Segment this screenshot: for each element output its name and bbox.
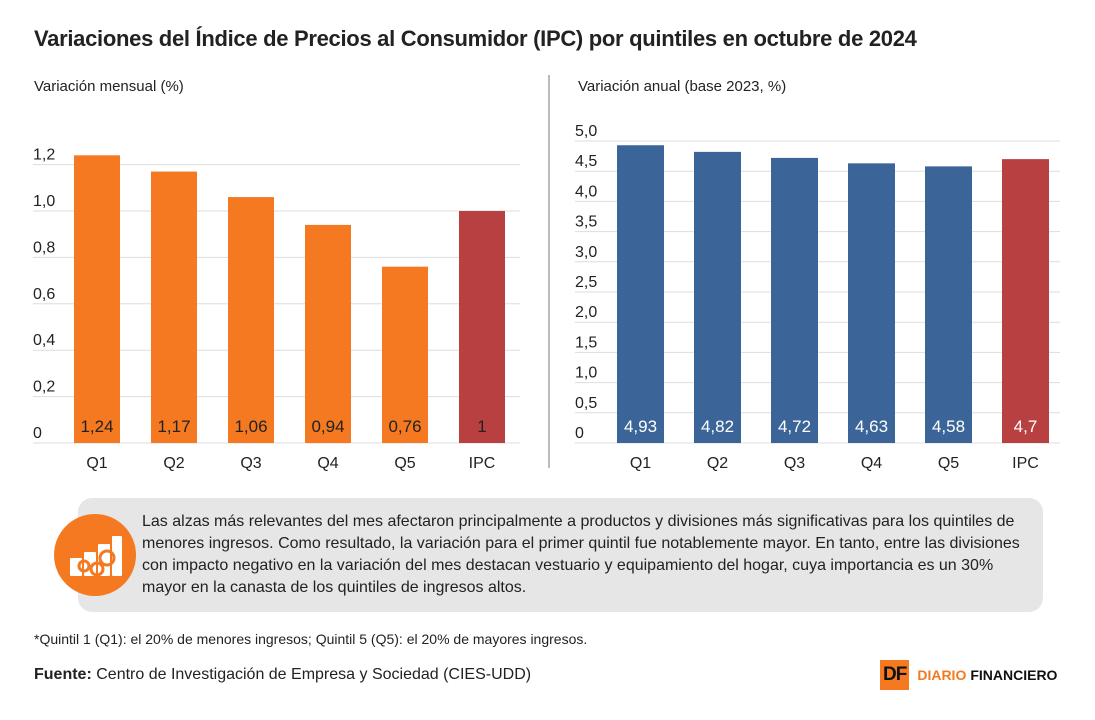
y-tick-label: 0,8	[33, 239, 55, 256]
x-tick-label: Q4	[861, 455, 882, 472]
data-label: 1,06	[234, 417, 267, 436]
y-tick-label: 2,5	[575, 274, 597, 291]
x-tick-label: IPC	[1012, 455, 1039, 472]
left-chart-subtitle: Variación mensual (%)	[34, 78, 184, 95]
y-tick-label: 0	[33, 425, 42, 442]
right-chart-subtitle: Variación anual (base 2023, %)	[578, 78, 787, 95]
charts-svg: 0 0,2 0,4 0,6 0,8 1,0 1,2 1,24 Q1 1,17 Q2 1,06 Q3 0,9…	[33, 75, 1060, 472]
y-tick-label: 5,0	[575, 123, 597, 140]
annual-chart: 0 0,5 1,0 1,5 2,0 2,5 3,0 3,5 4,0 4,5 5,0 4,93 Q1 4,8…	[575, 123, 1060, 472]
logo: DF DIARIO FINANCIERO	[880, 660, 1057, 690]
x-tick-label: Q5	[394, 455, 415, 472]
monthly-chart: 0 0,2 0,4 0,6 0,8 1,0 1,2 1,24 Q1 1,17 Q2 1,06 Q3 0,9…	[33, 147, 520, 472]
data-label: 4,72	[778, 417, 811, 436]
x-tick-label: Q1	[630, 455, 651, 472]
bar	[305, 224, 351, 443]
chart-title: Variaciones del Índice de Precios al Con…	[34, 26, 917, 51]
bar	[459, 211, 505, 443]
y-tick-label: 1,0	[33, 193, 55, 210]
logo-mark: DF	[880, 660, 910, 690]
y-tick-label: 4,0	[575, 183, 597, 200]
bar	[848, 163, 895, 443]
y-tick-label: 0,6	[33, 286, 55, 303]
note-text: Las alzas más relevantes del mes afectar…	[142, 513, 1020, 596]
data-label: 0,94	[311, 417, 344, 436]
data-label: 4,7	[1014, 417, 1038, 436]
bar-gears-icon	[54, 514, 136, 596]
bar	[925, 166, 972, 444]
x-tick-label: IPC	[469, 455, 496, 472]
y-tick-label: 1,5	[575, 334, 597, 351]
x-tick-label: Q4	[317, 455, 338, 472]
logo-name-1: DIARIO	[917, 667, 967, 683]
data-label: 1,24	[80, 417, 113, 436]
y-tick-label: 0,2	[33, 379, 55, 396]
data-label: 4,93	[624, 417, 657, 436]
data-label: 4,58	[932, 417, 965, 436]
y-tick-label: 4,5	[575, 153, 597, 170]
data-label: 4,82	[701, 417, 734, 436]
bar	[694, 151, 741, 443]
bar	[228, 197, 274, 443]
bar	[617, 145, 664, 443]
y-tick-label: 1,2	[33, 147, 55, 164]
bar	[74, 155, 120, 443]
x-tick-label: Q3	[784, 455, 805, 472]
y-tick-label: 3,5	[575, 214, 597, 231]
y-tick-label: 2,0	[575, 304, 597, 321]
y-tick-label: 0,4	[33, 332, 55, 349]
y-tick-label: 1,0	[575, 365, 597, 382]
note-box	[78, 498, 1043, 612]
source-label: Fuente:	[34, 666, 92, 683]
bar	[382, 266, 428, 443]
data-label: 1,17	[157, 417, 190, 436]
footnote: *Quintil 1 (Q1): el 20% de menores ingre…	[34, 631, 588, 647]
data-label: 0,76	[388, 417, 421, 436]
source: Fuente: Centro de Investigación de Empre…	[34, 666, 531, 684]
bar	[1002, 159, 1049, 443]
x-tick-label: Q1	[86, 455, 107, 472]
y-tick-label: 0	[575, 425, 584, 442]
y-tick-label: 0,5	[575, 395, 597, 412]
bar	[771, 157, 818, 444]
data-label: 1	[477, 417, 486, 436]
data-label: 4,63	[855, 417, 888, 436]
x-tick-label: Q5	[938, 455, 959, 472]
source-text: Centro de Investigación de Empresa y Soc…	[96, 666, 532, 683]
x-tick-label: Q3	[240, 455, 261, 472]
y-tick-label: 3,0	[575, 244, 597, 261]
x-tick-label: Q2	[163, 455, 184, 472]
logo-name-2: FINANCIERO	[970, 667, 1058, 683]
x-tick-label: Q2	[707, 455, 728, 472]
bar	[151, 171, 197, 443]
